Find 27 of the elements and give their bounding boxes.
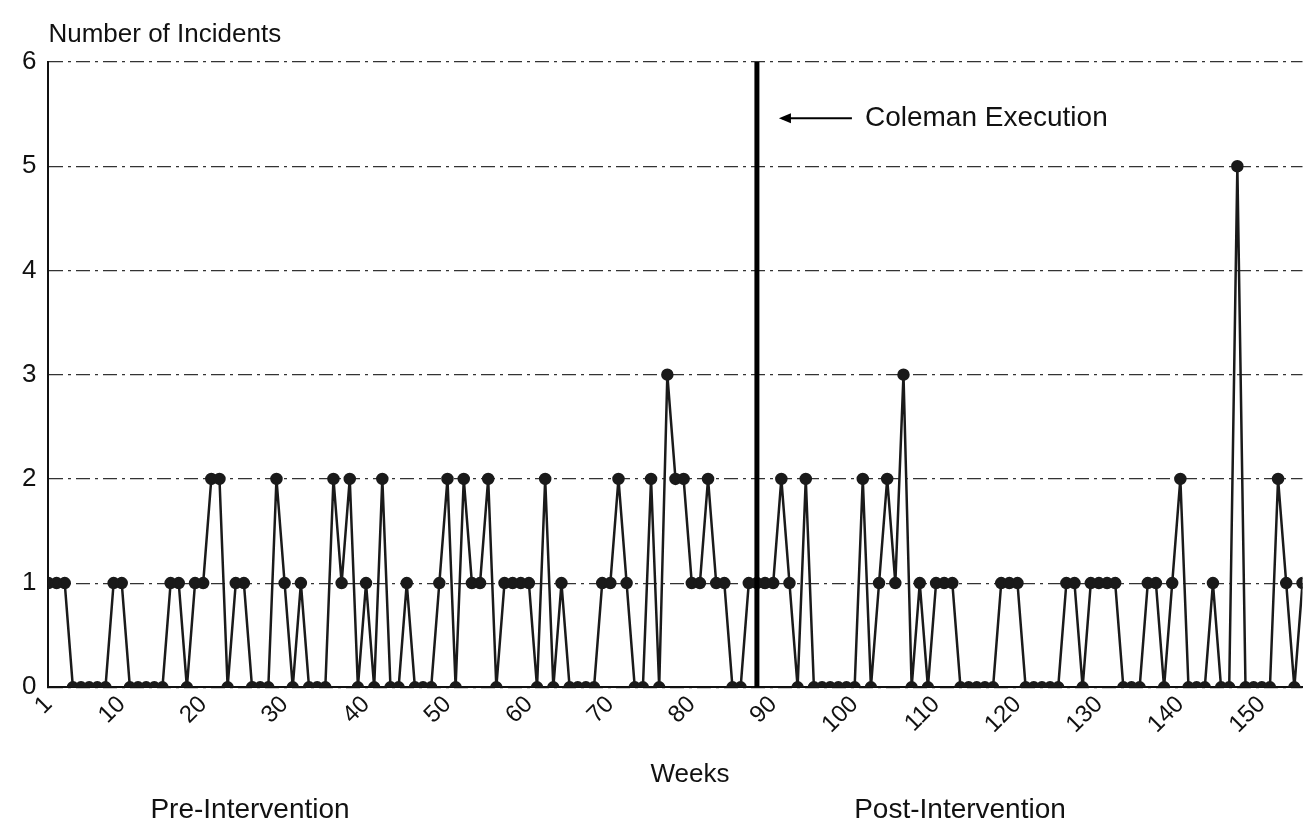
- x-axis-title: Weeks: [650, 758, 730, 789]
- text: Post-Intervention: [854, 792, 1066, 824]
- x-tick-label: 140: [1141, 689, 1189, 738]
- y-axis-title: Number of Incidents: [48, 18, 282, 49]
- y-tick-label: 4: [21, 253, 37, 284]
- x-tick-label: 130: [1059, 689, 1108, 738]
- x-tick-label: 50: [417, 689, 456, 728]
- x-tick-label: 120: [978, 689, 1026, 738]
- x-tick-label: 150: [1222, 689, 1270, 738]
- x-tick-label: 40: [336, 689, 375, 728]
- text: Pre-Intervention: [150, 792, 350, 824]
- x-tick-label: 100: [815, 689, 863, 738]
- y-tick-label: 3: [21, 357, 37, 388]
- y-tick-label: 5: [21, 149, 37, 180]
- y-tick-label: 6: [21, 45, 37, 76]
- x-tick-label: 30: [254, 689, 293, 728]
- y-tick-label: 2: [21, 462, 37, 493]
- y-tick-label: 1: [21, 566, 37, 597]
- y-tick-label: 0: [21, 670, 37, 701]
- x-tick-label: 90: [743, 689, 782, 728]
- x-tick-label: 60: [499, 689, 538, 728]
- x-tick-label: 110: [898, 689, 945, 736]
- x-tick-label: 10: [91, 689, 130, 728]
- x-tick-label: 20: [173, 689, 212, 728]
- x-tick-label: 70: [580, 689, 619, 728]
- ref-line-label: Coleman Execution: [864, 101, 1108, 132]
- x-tick-label: 80: [662, 689, 700, 728]
